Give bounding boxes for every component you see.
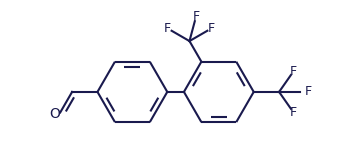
Text: O: O	[49, 107, 60, 121]
Text: F: F	[290, 65, 297, 78]
Text: F: F	[304, 85, 312, 98]
Text: F: F	[164, 22, 171, 35]
Text: F: F	[290, 106, 297, 119]
Text: F: F	[193, 10, 200, 23]
Text: F: F	[208, 22, 215, 35]
